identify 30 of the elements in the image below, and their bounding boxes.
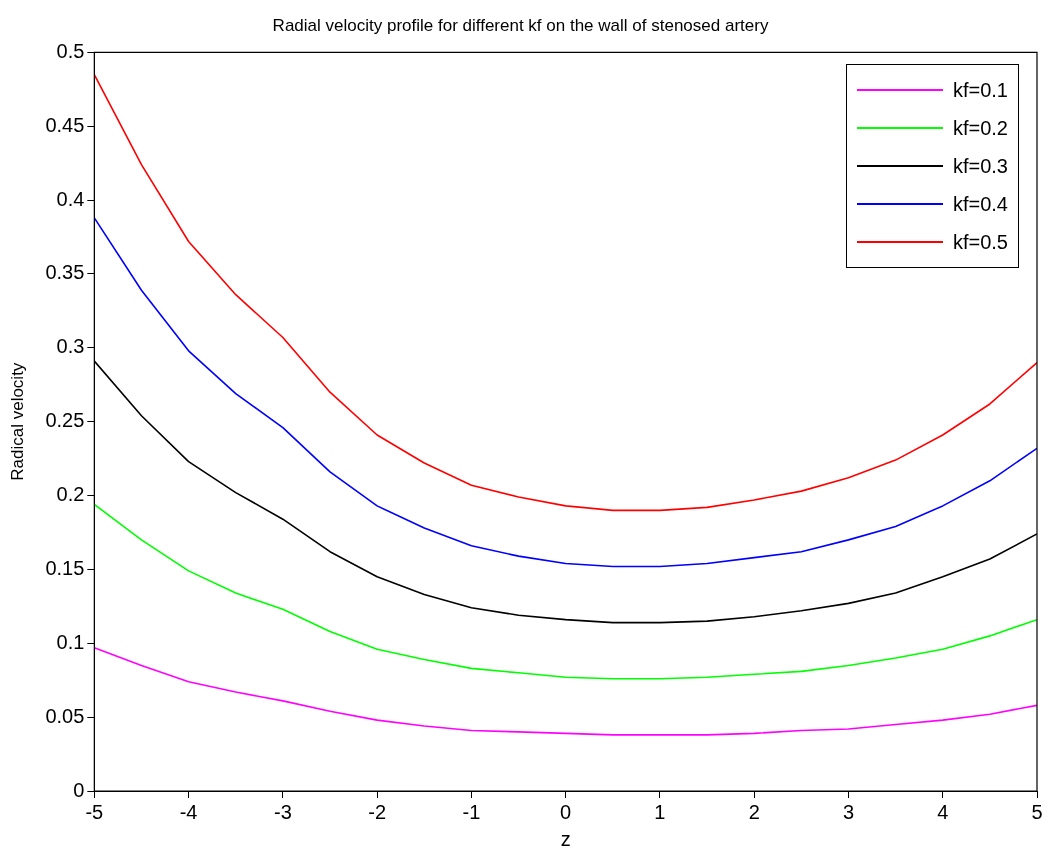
y-tick-label: 0.1: [56, 630, 85, 653]
x-tick-label: -4: [179, 800, 198, 823]
y-tick-label: 0.4: [56, 187, 85, 210]
y-tick-label: 0.3: [56, 335, 85, 358]
y-tick-label: 0.2: [56, 483, 85, 506]
y-tick-label: 0.15: [45, 556, 85, 579]
chart-title: Radial velocity profile for different kf on the wall of stenosed artery: [272, 15, 769, 35]
y-tick-label: 0.05: [45, 704, 85, 727]
y-tick-label: 0.25: [45, 409, 85, 432]
legend-label: kf=0.2: [952, 116, 1008, 140]
x-axis-title: z: [560, 827, 571, 850]
legend-label: kf=0.4: [952, 192, 1008, 216]
x-tick-label: 5: [1031, 800, 1043, 823]
x-tick-label: 2: [748, 800, 760, 823]
x-tick-label: 3: [842, 800, 855, 823]
legend-label: kf=0.5: [952, 230, 1008, 254]
y-tick-label: 0.35: [45, 261, 85, 284]
x-tick-label: -2: [368, 800, 387, 823]
y-axis-title: Radical velocity: [7, 362, 27, 481]
y-tick-label: 0: [73, 778, 85, 801]
x-tick-label: 0: [560, 800, 572, 823]
x-tick-label: 1: [654, 800, 666, 823]
y-tick-label: 0.5: [56, 39, 85, 62]
legend-label: kf=0.1: [952, 78, 1008, 102]
x-tick-label: -5: [85, 800, 104, 823]
x-tick-label: 4: [937, 800, 949, 823]
legend-label: kf=0.3: [952, 154, 1008, 178]
y-tick-label: 0.45: [45, 113, 85, 136]
x-tick-label: -3: [273, 800, 292, 823]
x-tick-label: -1: [462, 800, 481, 823]
